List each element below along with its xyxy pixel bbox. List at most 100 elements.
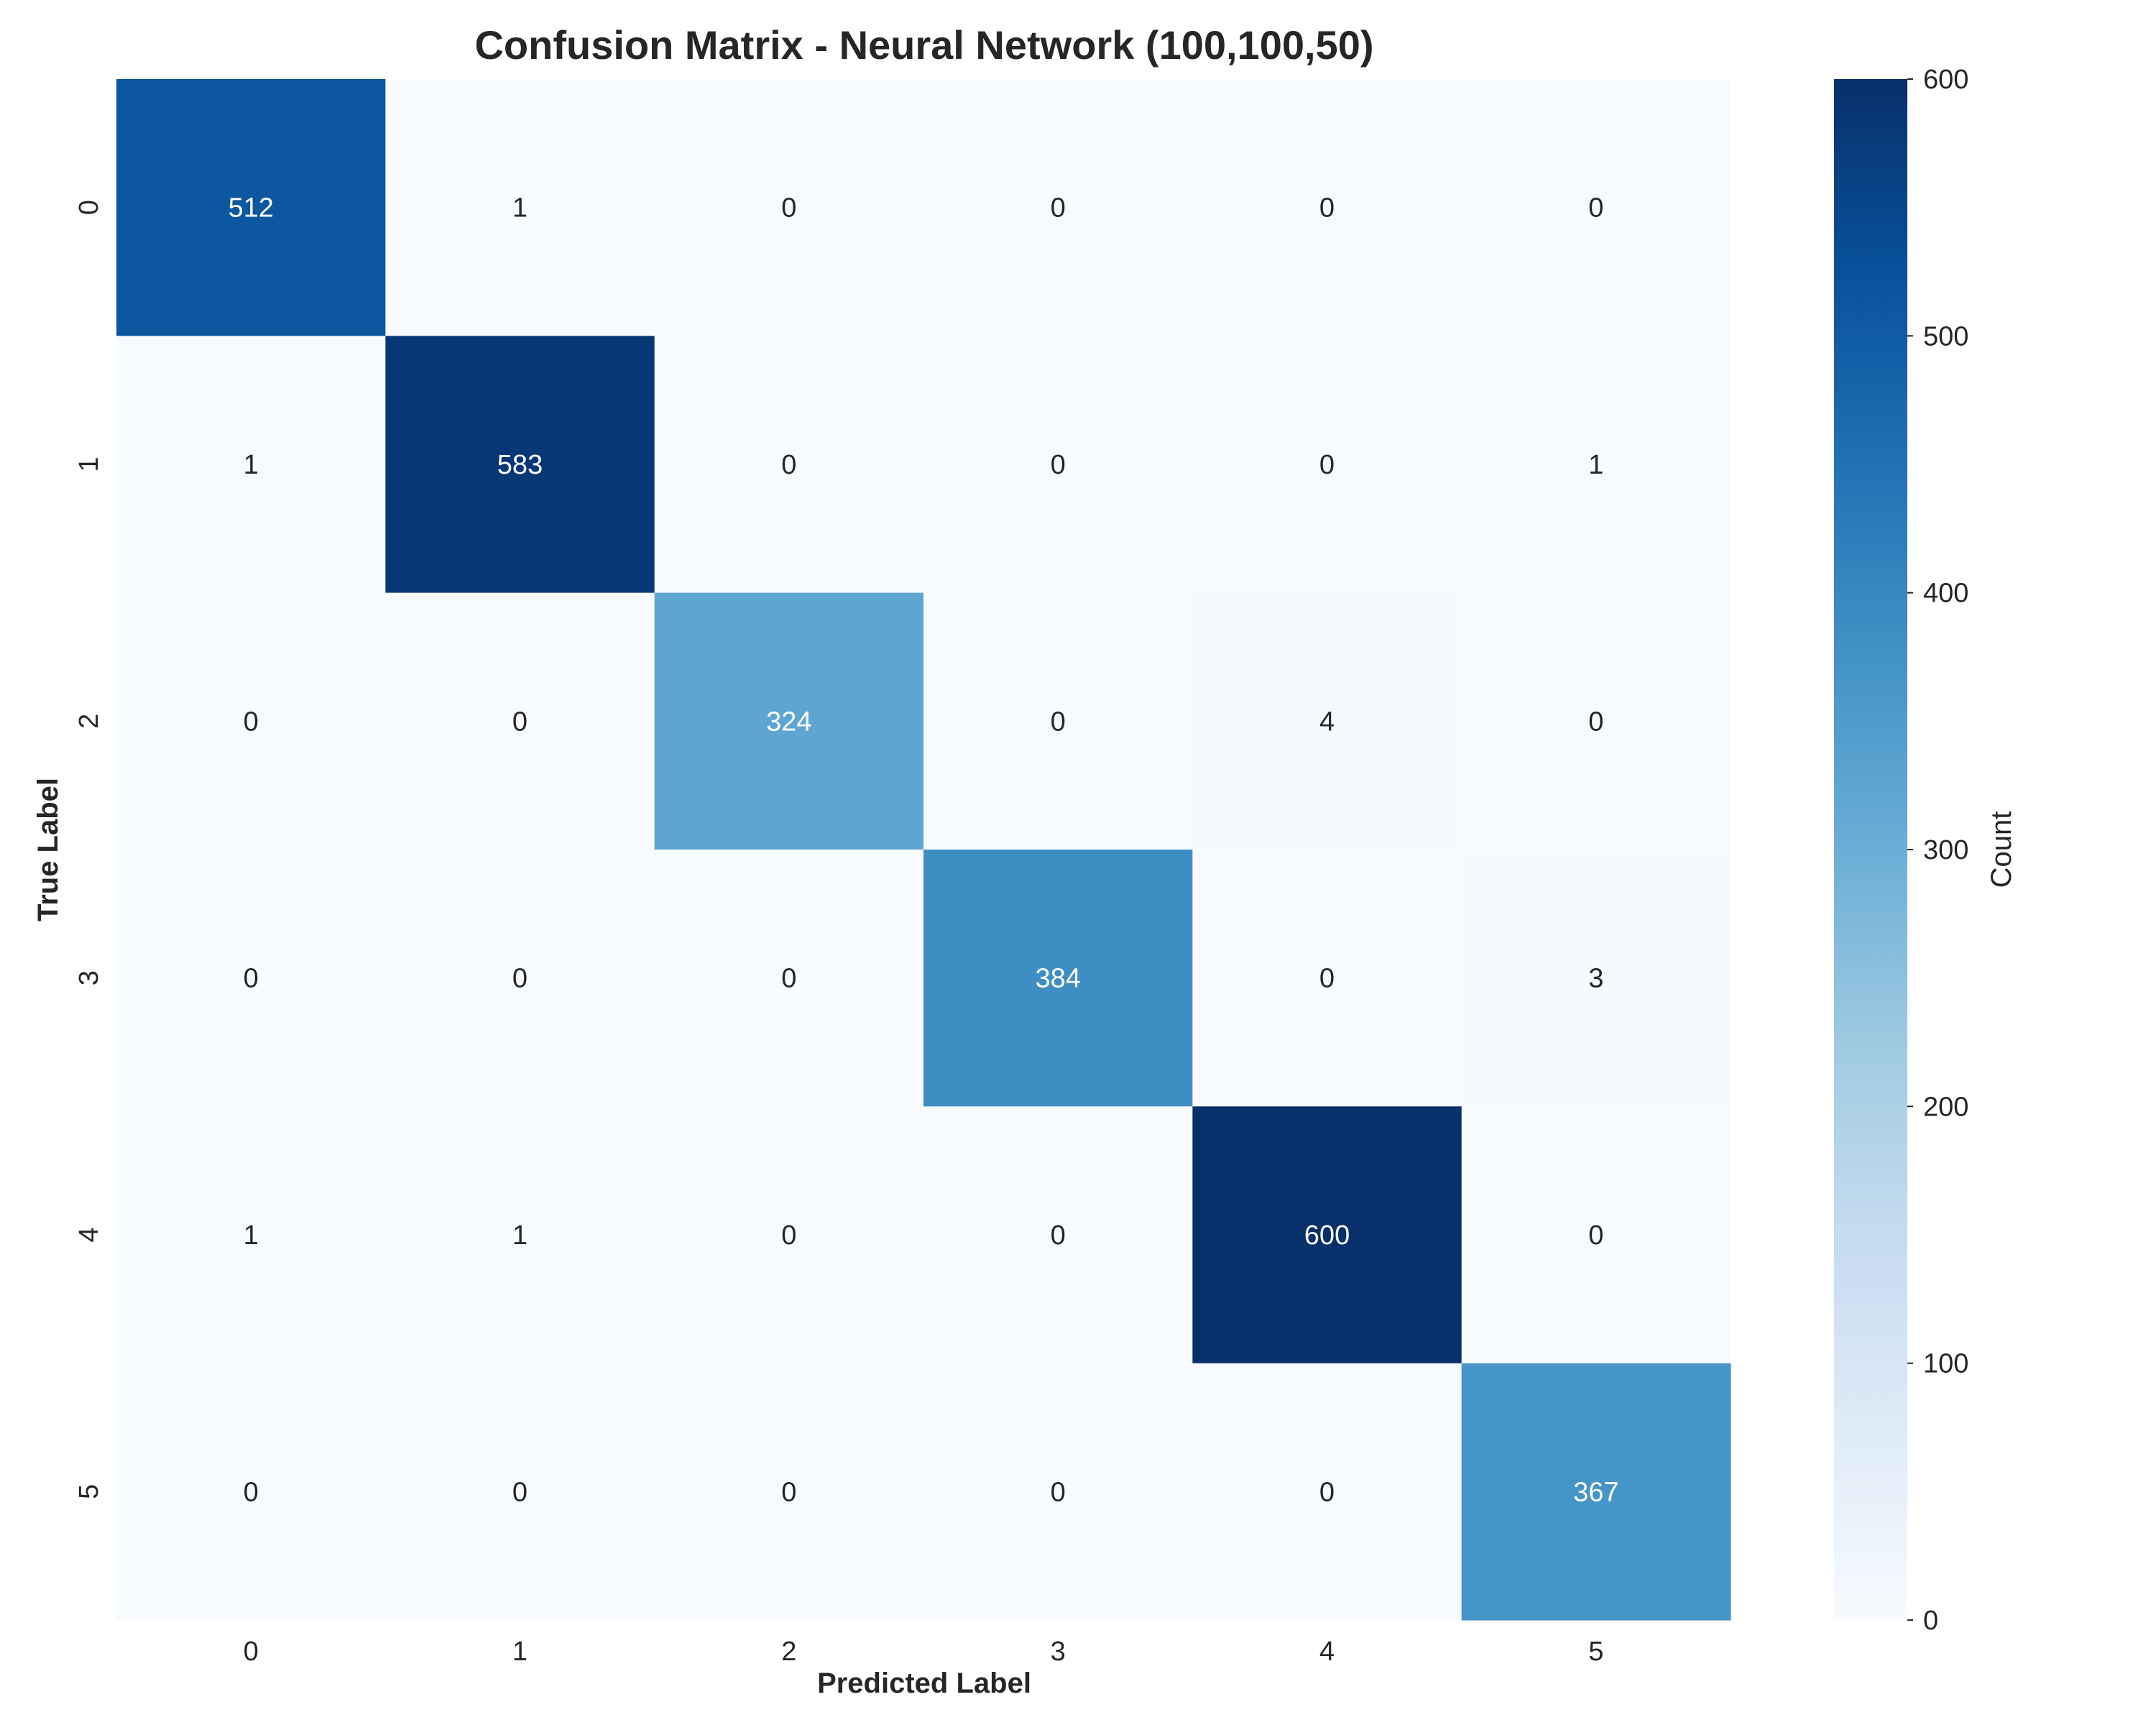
y-tick-label-2: 2 <box>74 714 104 729</box>
y-axis-label: True Label <box>32 778 64 921</box>
x-tick-label-0: 0 <box>244 1637 259 1667</box>
x-tick-label-4: 4 <box>1319 1637 1335 1667</box>
y-tick-label-1: 1 <box>74 456 104 472</box>
cell-value-4-0: 1 <box>244 1220 259 1251</box>
cell-value-1-3: 0 <box>1051 450 1066 480</box>
y-tick-label-3: 3 <box>74 970 104 985</box>
heatmap-cell-4-0 <box>116 1106 386 1364</box>
cell-value-4-4: 600 <box>1304 1220 1350 1251</box>
cell-value-4-2: 0 <box>781 1220 796 1251</box>
y-axis-ticks: 0 1 2 3 4 5 <box>74 200 104 1499</box>
cell-value-4-5: 0 <box>1588 1220 1603 1251</box>
heatmap-cell-4-2 <box>654 1106 924 1364</box>
heatmap-cell-0-2 <box>654 79 924 336</box>
cell-value-5-1: 0 <box>512 1477 528 1507</box>
heatmap-cell-1-5 <box>1461 336 1731 594</box>
cell-value-3-4: 0 <box>1319 964 1335 994</box>
cell-value-5-0: 0 <box>244 1477 259 1507</box>
heatmap-cell-5-2 <box>654 1363 924 1621</box>
colorbar-tick-label-5: 500 <box>1923 321 1968 351</box>
heatmap-cell-2-3 <box>923 592 1193 850</box>
heatmap-cell-4-5 <box>1461 1106 1731 1364</box>
heatmap-cell-1-3 <box>923 336 1193 594</box>
colorbar-tick-label-2: 200 <box>1923 1092 1968 1122</box>
heatmap-cell-1-4 <box>1192 336 1462 594</box>
heatmap-cell-0-0 <box>116 79 386 336</box>
cell-value-2-1: 0 <box>512 707 528 737</box>
x-tick-label-3: 3 <box>1051 1637 1066 1667</box>
heatmap-cell-5-4 <box>1192 1363 1462 1621</box>
heatmap-cell-4-3 <box>923 1106 1193 1364</box>
cell-value-2-5: 0 <box>1588 707 1603 737</box>
heatmap-cell-2-5 <box>1461 592 1731 850</box>
heatmap-cell-5-3 <box>923 1363 1193 1621</box>
cell-value-5-4: 0 <box>1319 1477 1335 1507</box>
x-tick-label-1: 1 <box>512 1637 528 1667</box>
x-axis-label: Predicted Label <box>817 1668 1031 1699</box>
heatmap-cell-0-1 <box>385 79 655 336</box>
heatmap-cell-4-1 <box>385 1106 655 1364</box>
heatmap-cell-0-5 <box>1461 79 1731 336</box>
cell-value-4-3: 0 <box>1051 1220 1066 1251</box>
cell-value-1-0: 1 <box>244 450 259 480</box>
colorbar-tick-label-0: 0 <box>1923 1606 1938 1636</box>
cell-value-4-1: 1 <box>512 1220 528 1251</box>
colorbar <box>1834 79 1907 1620</box>
cell-value-2-4: 4 <box>1319 707 1335 737</box>
cell-value-0-2: 0 <box>781 193 796 224</box>
colorbar-label: Count <box>1986 811 2017 888</box>
heatmap-cell-3-3 <box>923 850 1193 1107</box>
heatmap-cell-1-1 <box>385 336 655 594</box>
heatmap-cell-2-2 <box>654 592 924 850</box>
heatmap-cell-2-4 <box>1192 592 1462 850</box>
heatmap-grid <box>116 79 1731 1621</box>
cell-value-1-1: 583 <box>497 450 543 480</box>
chart-title: Confusion Matrix - Neural Network (100,1… <box>474 22 1373 68</box>
cell-value-1-2: 0 <box>781 450 796 480</box>
cell-value-1-4: 0 <box>1319 450 1335 480</box>
y-tick-label-0: 0 <box>74 200 104 215</box>
y-tick-label-5: 5 <box>74 1484 104 1499</box>
cell-value-5-5: 367 <box>1573 1477 1618 1507</box>
colorbar-tick-label-6: 600 <box>1923 65 1968 95</box>
heatmap-cell-5-0 <box>116 1363 386 1621</box>
cell-value-0-0: 512 <box>228 193 273 224</box>
cell-value-0-3: 0 <box>1051 193 1066 224</box>
x-axis-ticks: 0 1 2 3 4 5 <box>244 1637 1604 1667</box>
heatmap-cell-0-4 <box>1192 79 1462 336</box>
cell-value-labels: 512 1 0 0 0 0 1 583 0 0 0 1 0 0 324 0 4 0 0 0 0 384 0 3 1 1 0 0 600 0… <box>228 193 1618 1508</box>
x-tick-label-2: 2 <box>781 1637 796 1667</box>
heatmap-cell-3-5 <box>1461 850 1731 1107</box>
cell-value-1-5: 1 <box>1588 450 1603 480</box>
heatmap-cell-2-0 <box>116 592 386 850</box>
heatmap-cell-5-5 <box>1461 1363 1731 1621</box>
heatmap-cell-4-4 <box>1192 1106 1462 1364</box>
cell-value-3-0: 0 <box>244 964 259 994</box>
x-tick-label-5: 5 <box>1588 1637 1603 1667</box>
y-tick-label-4: 4 <box>74 1227 104 1242</box>
colorbar-tick-label-3: 300 <box>1923 835 1968 865</box>
heatmap-cell-3-0 <box>116 850 386 1107</box>
heatmap-cell-3-4 <box>1192 850 1462 1107</box>
cell-value-2-0: 0 <box>244 707 259 737</box>
cell-value-0-5: 0 <box>1588 193 1603 224</box>
heatmap-cell-1-2 <box>654 336 924 594</box>
heatmap-cell-1-0 <box>116 336 386 594</box>
cell-value-2-2: 324 <box>766 707 811 737</box>
colorbar-ticks: 0 100 200 300 400 500 600 <box>1907 65 1968 1636</box>
cell-value-2-3: 0 <box>1051 707 1066 737</box>
heatmap-cell-2-1 <box>385 592 655 850</box>
heatmap-cell-3-2 <box>654 850 924 1107</box>
cell-value-5-3: 0 <box>1051 1477 1066 1507</box>
heatmap-cell-5-1 <box>385 1363 655 1621</box>
heatmap-cell-3-1 <box>385 850 655 1107</box>
cell-value-0-1: 1 <box>512 193 528 224</box>
colorbar-tick-label-4: 400 <box>1923 579 1968 609</box>
colorbar-tick-label-1: 100 <box>1923 1349 1968 1379</box>
cell-value-3-5: 3 <box>1588 964 1603 994</box>
cell-value-5-2: 0 <box>781 1477 796 1507</box>
cell-value-3-2: 0 <box>781 964 796 994</box>
heatmap-cell-0-3 <box>923 79 1193 336</box>
cell-value-3-1: 0 <box>512 964 528 994</box>
